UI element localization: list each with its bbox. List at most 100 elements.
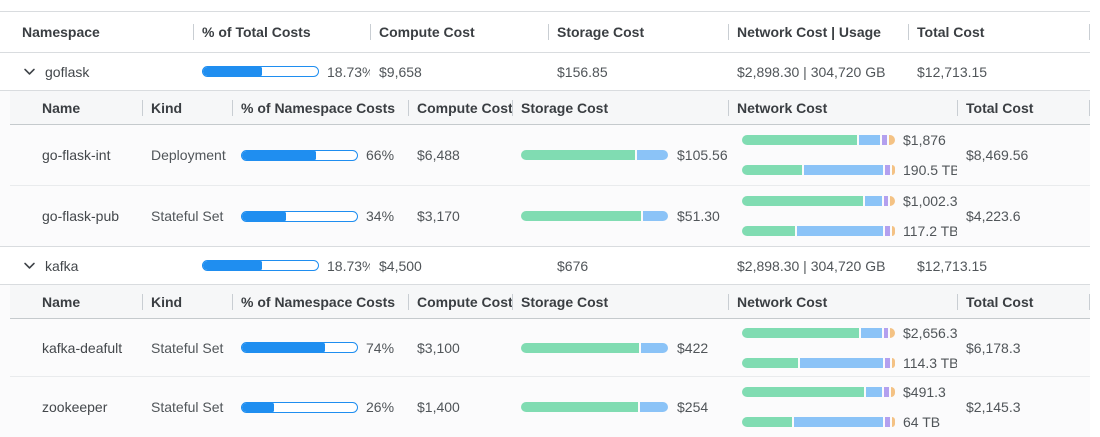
- pct-namespace-cell: 26%: [232, 399, 408, 415]
- percent-bar: [241, 342, 358, 353]
- compute-cost-value: $4,500: [379, 257, 422, 274]
- network-cost-bar: [742, 387, 895, 397]
- workload-name: go-flask-pub: [42, 208, 120, 224]
- network-usage-label: 190.5 TB: [903, 162, 957, 178]
- storage-cost-cell: $254: [512, 399, 728, 415]
- nested-table-goflask: Name Kind % of Namespace Costs Compute C…: [0, 90, 1090, 246]
- network-cost-cell: $491.3 64 TB: [728, 384, 957, 430]
- workload-name: go-flask-int: [42, 147, 111, 163]
- network-usage-label: 114.3 TB: [903, 354, 957, 371]
- compute-cost-value: $3,100: [417, 339, 460, 356]
- percent-bar: [202, 66, 319, 77]
- workload-row-kafka-deafult[interactable]: kafka-deafult Stateful Set 74% $3,100 $4…: [10, 319, 1090, 376]
- storage-cost-bar: [521, 150, 669, 160]
- pct-total-cell: 18.73%: [193, 258, 370, 274]
- subcol-kind: Kind: [142, 100, 232, 116]
- storage-cost-value: $156.85: [557, 63, 608, 80]
- subcol-pct-namespace: % of Namespace Costs: [232, 100, 408, 116]
- pct-namespace-cell: 34%: [232, 208, 408, 224]
- percent-bar: [202, 260, 319, 271]
- workload-kind: Stateful Set: [151, 339, 224, 356]
- network-cost-cell: $1,876 190.5 TB: [728, 132, 957, 178]
- subcol-network: Network Cost: [728, 294, 957, 310]
- subcol-pct-namespace: % of Namespace Costs: [232, 294, 408, 310]
- network-usage-label: 117.2 TB: [903, 223, 957, 239]
- storage-cost-label: $105.56: [677, 147, 728, 163]
- subcol-total: Total Cost: [957, 294, 1090, 310]
- namespace-name: goflask: [45, 63, 90, 80]
- network-cost-cell: $1,002.3 117.2 TB: [728, 193, 957, 239]
- total-cost-value: $12,713.15: [917, 63, 988, 80]
- percent-label: 26%: [366, 399, 395, 415]
- compute-cost-value: $6,488: [417, 147, 460, 163]
- workload-row-zookeeper[interactable]: zookeeper Stateful Set 26% $1,400 $254: [10, 376, 1090, 437]
- subcol-kind: Kind: [142, 294, 232, 310]
- network-cost-label: $2,656.3: [903, 324, 957, 341]
- network-usage-bar: [742, 165, 895, 175]
- percent-label: 18.73%: [327, 63, 370, 80]
- network-cost-usage-value: $2,898.30 | 304,720 GB: [737, 63, 886, 80]
- compute-cost-value: $3,170: [417, 208, 460, 224]
- col-network-cost-usage: Network Cost | Usage: [728, 24, 908, 40]
- network-usage-bar: [742, 357, 895, 368]
- subcol-storage: Storage Cost: [512, 100, 728, 116]
- percent-label: 66%: [366, 147, 395, 163]
- chevron-down-icon[interactable]: [22, 65, 36, 79]
- col-compute-cost: Compute Cost: [370, 24, 548, 40]
- workload-kind: Deployment: [151, 147, 226, 163]
- storage-cost-label: $254: [677, 399, 709, 415]
- storage-cost-bar: [521, 342, 669, 353]
- pct-namespace-cell: 74%: [232, 340, 408, 356]
- percent-bar: [241, 149, 358, 161]
- storage-cost-cell: $105.56: [512, 147, 728, 163]
- workload-name: kafka-deafult: [42, 339, 123, 356]
- table-header-row: Namespace % of Total Costs Compute Cost …: [0, 11, 1090, 53]
- namespace-row-goflask[interactable]: goflask 18.73% $9,658 $156.85 $2,898.30 …: [0, 53, 1090, 90]
- total-cost-value: $4,223.6: [966, 208, 1021, 224]
- nested-table-kafka: Name Kind % of Namespace Costs Compute C…: [0, 284, 1090, 437]
- total-cost-value: $8,469.56: [966, 147, 1029, 163]
- subcol-network: Network Cost: [728, 100, 957, 116]
- network-cost-label: $1,876: [903, 132, 946, 148]
- col-namespace: Namespace: [22, 24, 100, 40]
- network-cost-label: $1,002.3: [903, 193, 957, 209]
- namespace-name: kafka: [45, 257, 79, 274]
- network-usage-bar: [742, 226, 895, 236]
- storage-cost-bar: [521, 402, 669, 412]
- workload-kind: Stateful Set: [151, 208, 224, 224]
- subcol-compute: Compute Cost: [408, 100, 512, 116]
- chevron-down-icon[interactable]: [22, 259, 36, 273]
- storage-cost-cell: $51.30: [512, 208, 728, 224]
- network-cost-bar: [742, 135, 895, 145]
- compute-cost-value: $9,658: [379, 63, 422, 80]
- col-storage-cost: Storage Cost: [548, 24, 728, 40]
- nested-header-row: Name Kind % of Namespace Costs Compute C…: [10, 285, 1090, 319]
- network-cost-bar: [742, 327, 895, 338]
- workload-row-go-flask-pub[interactable]: go-flask-pub Stateful Set 34% $3,170 $51…: [10, 185, 1090, 246]
- percent-label: 18.73%: [327, 257, 370, 274]
- workload-row-go-flask-int[interactable]: go-flask-int Deployment 66% $6,488 $105.…: [10, 125, 1090, 185]
- network-cost-bar: [742, 196, 895, 206]
- network-usage-bar: [742, 417, 895, 427]
- col-pct-total-costs: % of Total Costs: [193, 24, 370, 40]
- storage-cost-bar: [521, 211, 669, 221]
- storage-cost-cell: $422: [512, 340, 728, 356]
- namespace-row-kafka[interactable]: kafka 18.73% $4,500 $676 $2,898.30 | 304…: [0, 246, 1090, 284]
- subcol-compute: Compute Cost: [408, 294, 512, 310]
- network-cost-label: $491.3: [903, 384, 946, 400]
- network-usage-label: 64 TB: [903, 414, 941, 430]
- pct-total-cell: 18.73%: [193, 64, 370, 80]
- workload-kind: Stateful Set: [151, 399, 224, 415]
- total-cost-value: $6,178.3: [966, 339, 1021, 356]
- nested-header-row: Name Kind % of Namespace Costs Compute C…: [10, 91, 1090, 125]
- percent-label: 34%: [366, 208, 395, 224]
- network-cost-cell: $2,656.3 114.3 TB: [728, 325, 957, 371]
- col-total-cost: Total Cost: [908, 24, 1090, 40]
- pct-namespace-cell: 66%: [232, 147, 408, 163]
- subcol-storage: Storage Cost: [512, 294, 728, 310]
- subcol-name: Name: [42, 99, 81, 116]
- subcol-name: Name: [42, 293, 81, 310]
- workload-name: zookeeper: [42, 399, 108, 415]
- storage-cost-value: $676: [557, 257, 589, 274]
